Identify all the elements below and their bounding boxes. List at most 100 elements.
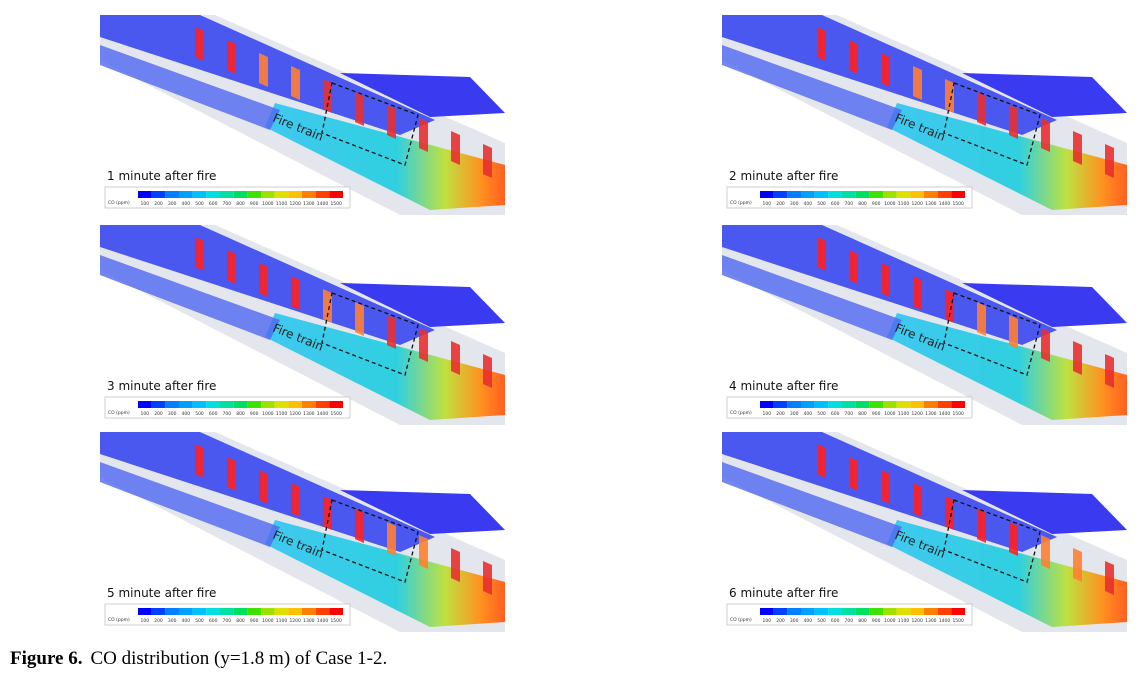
colorbar-tick-label: 1200: [289, 411, 301, 417]
plate: [451, 131, 460, 165]
colorbar-tick-label: 800: [236, 201, 245, 207]
plate: [227, 457, 236, 491]
lower-plane: [265, 520, 505, 627]
colorbar-tick-label: 500: [195, 201, 204, 207]
plate: [323, 289, 332, 323]
lower-plane: [887, 313, 1127, 420]
colorbar-tick-label: 200: [154, 618, 163, 624]
panel-label: 1 minute after fire: [107, 169, 216, 183]
colorbar-segment: [814, 401, 829, 408]
plate: [355, 92, 364, 126]
upper-wing: [962, 490, 1127, 534]
fire-train-outline: [943, 82, 1041, 166]
colorbar-segment: [787, 608, 801, 615]
colorbar-tick-label: 700: [223, 618, 232, 624]
colorbar-segment: [220, 401, 234, 408]
plate: [913, 276, 922, 310]
colorbar-tick-label: 800: [858, 411, 867, 417]
colorbar-tick-label: 1100: [276, 411, 288, 417]
colorbar-tick-label: 600: [831, 201, 840, 207]
upper-wing: [340, 73, 505, 117]
colorbar-segment: [937, 401, 952, 408]
colorbar-tick-label: 1300: [303, 411, 315, 417]
colorbar-segment: [842, 401, 856, 408]
colorbar-segment: [937, 191, 952, 198]
colorbar-segment: [302, 401, 316, 408]
plate: [291, 483, 300, 517]
colorbar-tick-label: 700: [845, 618, 854, 624]
colorbar-unit: CO (ppm): [730, 617, 752, 623]
colorbar-segment: [855, 401, 870, 408]
colorbar-tick-label: 1300: [303, 618, 315, 624]
colorbar-tick-label: 1300: [303, 201, 315, 207]
plate: [259, 263, 268, 297]
colorbar-segment: [773, 401, 788, 408]
plate: [817, 237, 826, 271]
colorbar-tick-label: 1100: [898, 201, 910, 207]
colorbar-segment: [315, 191, 330, 198]
colorbar-tick-label: 100: [141, 411, 150, 417]
plate: [881, 53, 890, 87]
plate: [483, 144, 492, 178]
plate: [817, 444, 826, 478]
colorbar-tick-label: 300: [168, 618, 177, 624]
colorbar-unit: CO (ppm): [108, 200, 130, 206]
plate: [227, 250, 236, 284]
colorbar-unit: CO (ppm): [730, 410, 752, 416]
colorbar-segment: [842, 608, 856, 615]
colorbar-segment: [869, 191, 883, 198]
colorbar-segment: [165, 608, 179, 615]
plate: [419, 535, 428, 569]
colorbar-tick-label: 500: [195, 411, 204, 417]
colorbar-tick-label: 700: [845, 201, 854, 207]
colorbar-tick-label: 1500: [330, 411, 342, 417]
colorbar-segment: [261, 191, 275, 198]
colorbar-segment: [814, 191, 829, 198]
plate: [977, 92, 986, 126]
colorbar-tick-label: 1000: [262, 618, 274, 624]
plate: [945, 289, 954, 323]
colorbar-tick-label: 500: [817, 201, 826, 207]
plate: [387, 522, 396, 556]
panel-label: 3 minute after fire: [107, 379, 216, 393]
colorbar-tick-label: 100: [763, 618, 772, 624]
colorbar-segment: [192, 191, 207, 198]
plate: [419, 118, 428, 152]
colorbar-tick-label: 100: [141, 201, 150, 207]
fire-train-outline: [321, 292, 419, 376]
colorbar-segment: [937, 608, 952, 615]
colorbar-segment: [247, 401, 261, 408]
plate: [945, 79, 954, 113]
colorbar-segment: [220, 608, 234, 615]
colorbar-segment: [855, 191, 870, 198]
fire-train-outline: [943, 499, 1041, 583]
colorbar-segment: [951, 401, 965, 408]
colorbar-tick-label: 1200: [911, 411, 923, 417]
colorbar-tick-label: 1200: [911, 618, 923, 624]
plate: [881, 470, 890, 504]
panel-label: 5 minute after fire: [107, 586, 216, 600]
plate: [849, 457, 858, 491]
plate: [483, 561, 492, 595]
colorbar-tick-label: 400: [182, 411, 191, 417]
colorbar-unit: CO (ppm): [730, 200, 752, 206]
colorbar-tick-label: 1000: [884, 618, 896, 624]
colorbar-segment: [179, 608, 193, 615]
colorbar-tick-label: 200: [776, 411, 785, 417]
colorbar-segment: [192, 401, 207, 408]
colorbar-segment: [951, 191, 965, 198]
plate: [419, 328, 428, 362]
colorbar-segment: [842, 191, 856, 198]
colorbar-tick-label: 300: [790, 411, 799, 417]
colorbar-segment: [179, 401, 193, 408]
plate: [291, 276, 300, 310]
upper-wing: [340, 490, 505, 534]
plate: [1041, 328, 1050, 362]
lower-plane: [887, 520, 1127, 627]
colorbar-segment: [233, 191, 248, 198]
colorbar-tick-label: 900: [872, 411, 881, 417]
colorbar-segment: [910, 191, 924, 198]
